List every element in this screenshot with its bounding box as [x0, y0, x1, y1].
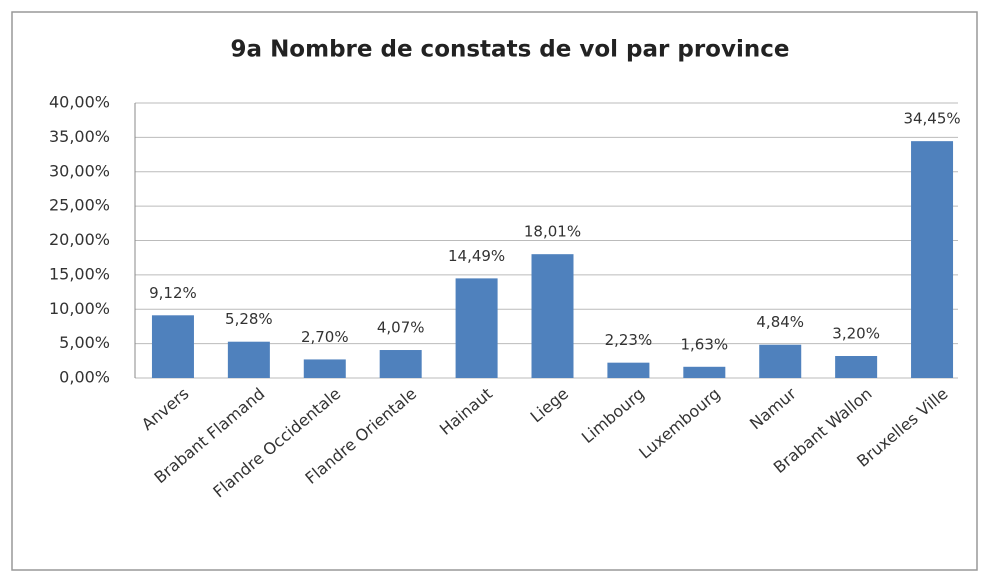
- y-tick-label: 5,00%: [59, 333, 110, 352]
- chart-title: 9a Nombre de constats de vol par provinc…: [231, 37, 790, 63]
- bar: [531, 254, 574, 378]
- value-label: 4,07%: [377, 319, 425, 337]
- y-tick-label: 0,00%: [59, 368, 110, 387]
- bar: [455, 278, 498, 378]
- y-tick-label: 15,00%: [49, 264, 110, 283]
- value-label: 9,12%: [149, 284, 197, 302]
- bar: [227, 341, 270, 378]
- y-tick-label: 30,00%: [49, 161, 110, 180]
- value-label: 18,01%: [524, 223, 581, 241]
- bar: [379, 350, 422, 378]
- y-tick-label: 40,00%: [49, 93, 110, 112]
- bar: [683, 366, 726, 378]
- y-tick-label: 20,00%: [49, 230, 110, 249]
- bar: [911, 141, 954, 378]
- y-tick-label: 35,00%: [49, 127, 110, 146]
- value-label: 2,70%: [301, 328, 349, 346]
- value-label: 3,20%: [832, 325, 880, 343]
- value-label: 5,28%: [225, 310, 273, 328]
- value-label: 4,84%: [756, 313, 804, 331]
- bar: [835, 356, 878, 378]
- y-tick-label: 25,00%: [49, 196, 110, 215]
- bar: [151, 315, 194, 378]
- bar: [759, 344, 802, 378]
- value-label: 1,63%: [680, 335, 728, 353]
- bar: [303, 359, 346, 378]
- value-label: 14,49%: [448, 247, 505, 265]
- bar: [607, 362, 650, 378]
- value-label: 34,45%: [903, 110, 960, 128]
- value-label: 2,23%: [605, 331, 653, 349]
- y-tick-label: 10,00%: [49, 299, 110, 318]
